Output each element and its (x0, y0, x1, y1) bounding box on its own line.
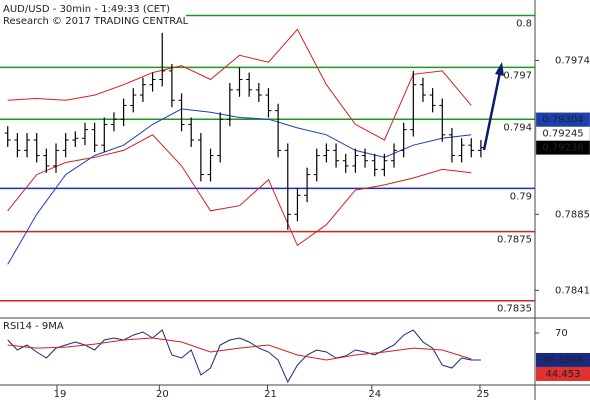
chart-subtitle: Research © 2017 TRADING CENTRAL (3, 16, 189, 27)
ohlc-bar (207, 148, 214, 182)
level-label: 0.794 (503, 122, 532, 133)
ohlc-bar (72, 131, 79, 147)
ohlc-bar (352, 148, 359, 173)
title-bg (0, 15, 186, 27)
ohlc-bar (362, 148, 369, 168)
ohlc-bar (168, 63, 175, 108)
level-label: 0.79 (510, 191, 532, 202)
y-tick-label: 0.7974 (555, 55, 590, 66)
plot-area: 0.8 0.797 0.794 0.79 0.7875 0.7835 (0, 14, 535, 384)
ohlc-bar (294, 188, 301, 222)
ohlc-bar (400, 122, 407, 158)
price-badge-label: 0.79304 (542, 115, 583, 126)
ohlc-bar (62, 133, 69, 158)
x-tick-label: 19 (54, 389, 67, 400)
ohlc-bar (130, 88, 137, 113)
ohlc-bar (419, 77, 426, 102)
level-label: 0.7835 (497, 304, 532, 315)
ohlc-bar (381, 153, 388, 177)
ohlc-bar (4, 126, 11, 147)
ohlc-bar (458, 138, 465, 163)
ohlc-bar (246, 72, 253, 97)
y-tick-label: 0.7885 (555, 209, 590, 220)
chart-title: AUD/USD - 30min - 1:49:33 (CET) (3, 4, 170, 15)
ohlc-bar (323, 143, 330, 163)
ohlc-bar (197, 133, 204, 182)
ohlc-bar (429, 88, 436, 113)
ohlc-bar (265, 88, 272, 118)
rsi-label: RSI14 - 9MA (3, 321, 64, 332)
rsi-badge-label: 44.453 (546, 369, 581, 380)
ohlc-bar (139, 77, 146, 102)
ohlc-bar (101, 117, 108, 153)
x-tick-label: 20 (156, 389, 169, 400)
ohlc-bar (304, 167, 311, 203)
ohlc-bar (410, 70, 417, 137)
ohlc-bar (178, 93, 185, 132)
level-label: 0.797 (503, 70, 532, 81)
ohlc-bar (333, 143, 340, 168)
forecast-arrow (482, 71, 502, 151)
ohlc-bar (236, 67, 243, 97)
price-badge (535, 112, 590, 127)
y-tick-label: 0.7841 (555, 285, 590, 296)
level-label: 0.8 (516, 19, 532, 30)
level-label: 0.7875 (497, 235, 532, 246)
ohlc-bar (110, 112, 117, 132)
ohlc-bar (217, 112, 224, 163)
ohlc-bar (468, 138, 475, 158)
ohlc-bar (120, 98, 127, 127)
ohlc-bar (159, 32, 166, 87)
ohlc-bar (448, 127, 455, 163)
ohlc-bar (91, 122, 98, 153)
ohlc-bar (188, 117, 195, 147)
rsi-line (7, 337, 472, 361)
ohlc-bar (14, 133, 21, 158)
rsi-tick-label: 70 (555, 328, 568, 339)
ohlc-bar (371, 153, 378, 177)
ohlc-bar (53, 143, 60, 173)
ohlc-bar (284, 143, 291, 230)
ohlc-bar (43, 148, 50, 173)
ohlc-bar (226, 82, 233, 127)
rsi-badge (536, 352, 590, 367)
ohlc-bar (342, 153, 349, 173)
rsi-badge-label: 45.1065 (542, 355, 583, 366)
price-badge-label: 0.79245 (542, 129, 583, 140)
ohlc-bar (33, 133, 40, 163)
ohlc-bar (149, 72, 156, 92)
rsi-badge (536, 366, 590, 381)
x-tick-label: 25 (477, 389, 490, 400)
ohlc-bar (24, 133, 31, 158)
ohlc-bar (391, 143, 398, 168)
ohlc-bar (275, 103, 282, 158)
ohlc-bar (255, 82, 262, 102)
title-bg (0, 3, 186, 15)
x-tick-label: 24 (368, 389, 381, 400)
forecast-arrowhead (495, 62, 504, 76)
ohlc-bar (439, 98, 446, 142)
rsi-line (7, 329, 481, 384)
band-line (7, 28, 472, 141)
band-line (7, 134, 472, 247)
x-tick-label: 21 (264, 389, 277, 400)
ohlc-bar (81, 122, 88, 146)
ohlc-bar (313, 148, 320, 182)
price-badge-label: 0.79236 (542, 143, 583, 154)
